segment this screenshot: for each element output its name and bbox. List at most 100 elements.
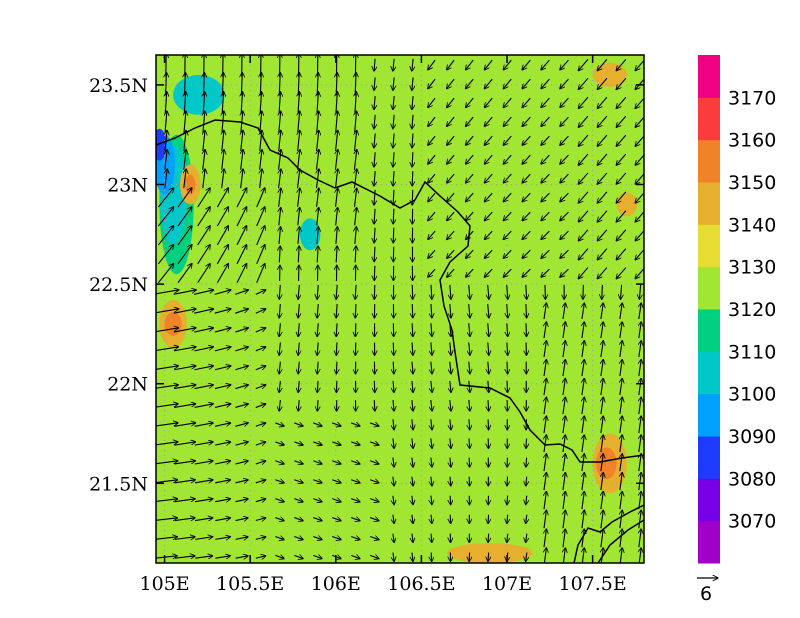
wind-vector — [450, 304, 451, 318]
wind-vector — [616, 191, 627, 203]
wind-vector — [335, 169, 337, 189]
wind-vector — [635, 135, 644, 146]
wind-vector — [313, 518, 322, 521]
colorbar-swatch — [698, 224, 720, 268]
wind-vector — [412, 476, 413, 486]
wind-vector — [412, 495, 413, 505]
wind-vector — [393, 400, 394, 411]
wind-vector — [601, 303, 603, 320]
wind-vector — [447, 97, 455, 107]
wind-vector — [582, 529, 584, 548]
wind-vector — [203, 169, 205, 189]
wind-vector — [601, 472, 603, 491]
wind-vector — [279, 150, 281, 170]
y-tick-label: 22.5N — [89, 274, 148, 296]
wind-vector — [431, 533, 432, 543]
wind-vector — [173, 328, 196, 333]
wind-vector — [214, 423, 231, 427]
colorbar-label: 3160 — [728, 130, 776, 152]
wind-vector — [447, 78, 455, 89]
wind-vector — [336, 227, 337, 244]
wind-vector — [601, 378, 603, 396]
wind-vector — [214, 309, 231, 314]
wind-vector — [317, 207, 319, 226]
wind-vector — [522, 211, 531, 221]
wind-vector — [601, 397, 603, 415]
contour-fill — [173, 74, 225, 115]
wind-vector — [522, 249, 531, 258]
wind-vector — [156, 309, 179, 314]
wind-vector — [393, 58, 394, 71]
wind-vector — [503, 116, 512, 126]
wind-vector — [156, 461, 178, 465]
wind-vector — [174, 499, 196, 503]
wind-vector — [507, 361, 508, 374]
wind-vector — [639, 510, 641, 529]
wind-vector — [374, 265, 375, 281]
contour-fill — [489, 104, 627, 225]
wind-vector — [236, 188, 247, 208]
wind-vector — [578, 229, 589, 241]
wind-vector — [563, 435, 565, 453]
wind-vector — [447, 173, 455, 183]
wind-vector — [503, 230, 512, 239]
wind-vector — [544, 359, 546, 377]
wind-vector — [578, 153, 589, 165]
wind-vector — [235, 423, 248, 427]
wind-vector — [294, 518, 303, 521]
x-tick-label: 107.5E — [558, 573, 626, 595]
wind-vector — [639, 416, 641, 434]
wind-vector — [215, 518, 230, 521]
wind-vector — [428, 154, 436, 164]
wind-vector — [336, 188, 338, 207]
wind-vector — [255, 442, 266, 445]
wind-vector — [275, 461, 284, 464]
wind-vector — [616, 172, 627, 184]
wind-vector — [174, 480, 196, 484]
wind-vector — [450, 380, 451, 393]
wind-vector — [194, 347, 213, 352]
wind-vector — [484, 154, 493, 164]
wind-vector — [393, 77, 394, 90]
x-tick-label: 106.5E — [387, 573, 455, 595]
wind-vector — [203, 130, 205, 152]
wind-vector — [222, 130, 224, 152]
wind-vector — [275, 518, 284, 521]
wind-vector — [235, 537, 248, 540]
wind-vector — [466, 116, 474, 126]
wind-vector — [174, 537, 195, 540]
wind-vector — [503, 78, 512, 89]
wind-vector — [447, 154, 455, 164]
wind-vector — [177, 245, 192, 265]
wind-vector — [578, 210, 589, 222]
wind-vector — [317, 284, 318, 299]
wind-vector — [393, 533, 394, 543]
wind-vector — [374, 133, 375, 147]
wind-vector — [157, 188, 173, 208]
wind-vector — [236, 245, 247, 265]
wind-vector — [601, 322, 603, 339]
wind-vector — [412, 152, 413, 167]
wind-vector — [601, 435, 603, 453]
wind-vector — [260, 169, 262, 189]
wind-vector — [393, 476, 394, 486]
wind-vector — [544, 416, 546, 434]
wind-vector — [522, 97, 531, 107]
wind-vector — [197, 188, 210, 208]
wind-vector — [316, 169, 318, 189]
wind-vector — [541, 192, 550, 202]
wind-vector — [156, 385, 179, 389]
wind-vector — [484, 59, 493, 70]
wind-vector — [466, 268, 474, 277]
wind-vector — [582, 454, 584, 472]
wind-vector — [412, 96, 413, 109]
wind-vector — [393, 171, 394, 186]
wind-vector — [428, 211, 436, 221]
colorbar-label: 3110 — [728, 341, 776, 363]
wind-vector — [279, 342, 280, 355]
wind-vector — [351, 518, 360, 521]
wind-vector — [317, 380, 318, 393]
wind-vector — [507, 495, 508, 505]
contour-fill — [156, 128, 167, 161]
wind-vector — [541, 268, 550, 277]
